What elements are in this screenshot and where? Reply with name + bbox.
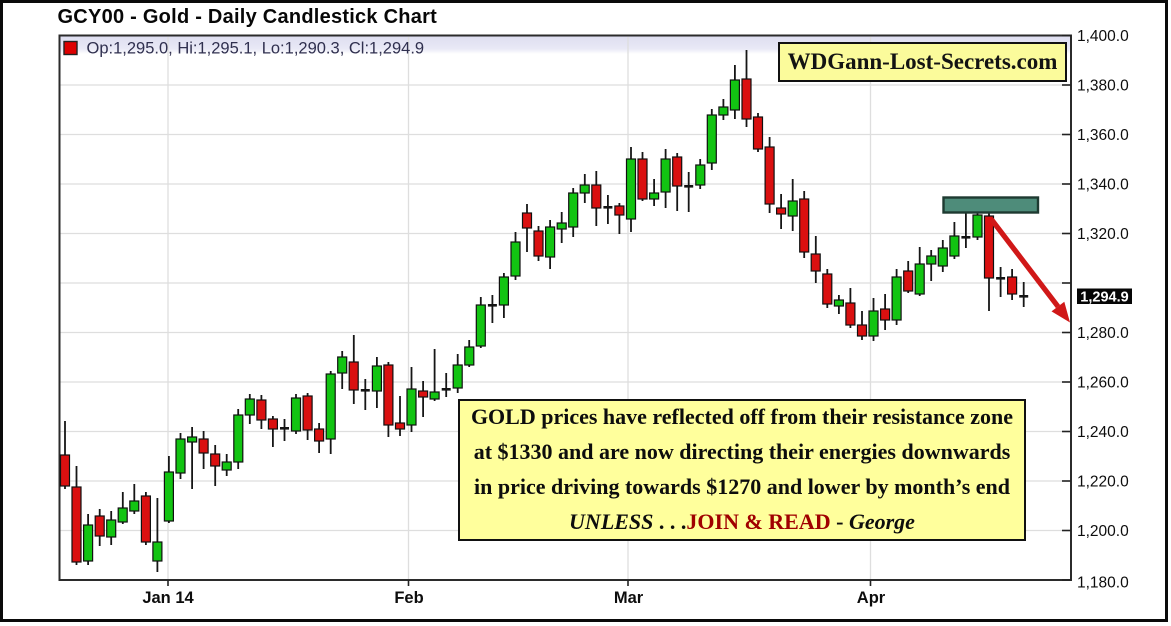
svg-text:1,380.0: 1,380.0 [1077,77,1129,94]
svg-text:Jan 14: Jan 14 [142,589,194,607]
svg-text:1,260.0: 1,260.0 [1077,374,1129,391]
svg-text:1,200.0: 1,200.0 [1077,523,1129,540]
svg-text:1,280.0: 1,280.0 [1077,325,1129,342]
svg-text:1,240.0: 1,240.0 [1077,424,1129,441]
svg-text:GCY00 - Gold - Daily Candlesti: GCY00 - Gold - Daily Candlestick Chart [58,6,438,28]
svg-text:1,180.0: 1,180.0 [1077,574,1129,591]
svg-text:1,320.0: 1,320.0 [1077,226,1129,243]
svg-text:1,400.0: 1,400.0 [1077,28,1129,45]
svg-text:Mar: Mar [614,589,644,607]
svg-text:1,360.0: 1,360.0 [1077,127,1129,144]
svg-text:Apr: Apr [857,589,886,607]
svg-text:1,294.9: 1,294.9 [1080,290,1128,306]
svg-text:Feb: Feb [394,589,423,607]
svg-text:1,340.0: 1,340.0 [1077,176,1129,193]
svg-text:Op:1,295.0, Hi:1,295.1, Lo:1,2: Op:1,295.0, Hi:1,295.1, Lo:1,290.3, Cl:1… [87,40,425,58]
svg-text:1,220.0: 1,220.0 [1077,473,1129,490]
